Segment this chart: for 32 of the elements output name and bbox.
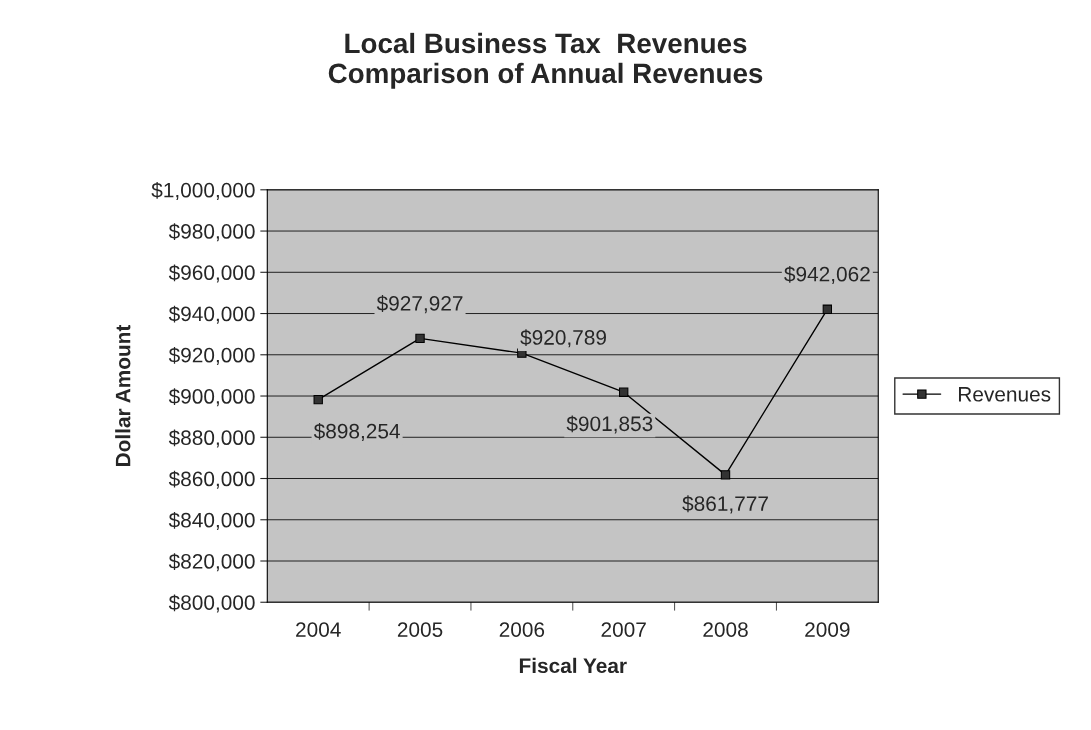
x-tick-label: 2008 <box>703 622 748 637</box>
chart-title: Local Business Tax Revenues Comparison of Annual Revenues <box>328 32 763 89</box>
y-tick-label: $820,000 <box>168 553 255 572</box>
point <box>313 394 323 405</box>
y-axis-title: Dollar Amount <box>115 324 131 466</box>
x-tick-label: 2007 <box>601 622 646 637</box>
y-tick-label: $940,000 <box>168 305 255 324</box>
point <box>720 470 731 480</box>
y-tick-label: $980,000 <box>168 223 255 242</box>
point <box>822 304 833 314</box>
point <box>619 387 629 397</box>
data-label: $898,254 <box>313 422 400 442</box>
data-label: $920,789 <box>520 329 606 348</box>
y-tick-label: $860,000 <box>168 470 255 489</box>
y-tick-label: $920,000 <box>168 346 255 365</box>
y-tick-label: $900,000 <box>168 388 255 407</box>
data-label: $861,777 <box>682 495 768 514</box>
x-tick-label: 2005 <box>397 622 443 637</box>
x-tick-label: 2004 <box>296 622 341 637</box>
y-tick-label: $880,000 <box>168 429 255 448</box>
data-label: $901,853 <box>566 415 653 434</box>
y-tick-label: $840,000 <box>168 511 255 530</box>
x-tick-label: 2006 <box>499 622 545 637</box>
y-tick-label: $1,000,000 <box>151 181 255 201</box>
y-tick-label: $800,000 <box>168 594 255 613</box>
data-label: $942,062 <box>784 265 870 284</box>
point <box>415 333 425 344</box>
y-tick-label: $960,000 <box>168 264 255 283</box>
legend-label: Revenues <box>958 387 1051 402</box>
x-tick-label: 2009 <box>805 622 850 637</box>
x-axis-title: Fiscal Year <box>519 657 627 674</box>
data-label: $927,927 <box>376 295 463 314</box>
